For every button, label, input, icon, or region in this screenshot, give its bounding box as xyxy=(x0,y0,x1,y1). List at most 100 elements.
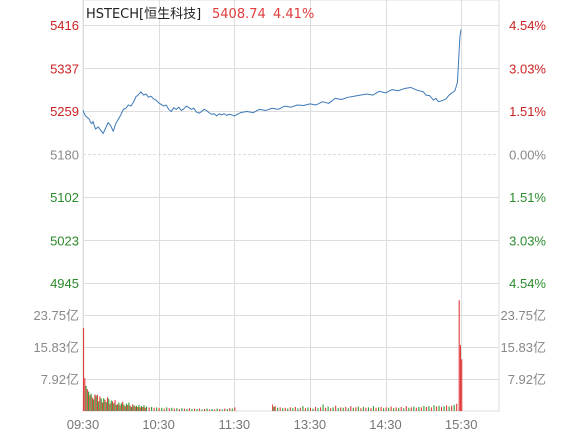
pct-tick-label: 1.51% xyxy=(509,190,546,205)
volume-bar xyxy=(216,408,218,411)
volume-bar xyxy=(461,359,463,411)
volume-bar xyxy=(163,408,165,411)
volume-bar xyxy=(128,402,130,411)
volume-bar xyxy=(372,406,375,411)
right-axis-labels: 4.54% 3.03% 1.51% 0.00% 1.51% 3.03% 4.54% 23.75… xyxy=(500,18,546,387)
volume-bar xyxy=(156,407,158,411)
volume-bar xyxy=(146,406,148,411)
volume-bar xyxy=(229,408,231,411)
volume-bar xyxy=(110,400,112,411)
volume-bar xyxy=(340,407,342,411)
volume-bar xyxy=(142,406,144,411)
volume-bar xyxy=(122,401,124,411)
volume-bar xyxy=(322,404,324,411)
volume-bar xyxy=(314,406,317,411)
volume-bar xyxy=(113,403,115,411)
index-change: 4.41% xyxy=(273,7,314,22)
pct-tick-label: 4.54% xyxy=(509,18,546,33)
volume-bar xyxy=(209,409,211,411)
time-tick-label: 11:30 xyxy=(219,417,251,432)
volume-bar xyxy=(204,408,206,411)
volume-bar xyxy=(272,404,274,411)
volume-bar xyxy=(330,408,332,411)
volume-bar xyxy=(446,405,448,411)
volume-bar xyxy=(224,408,226,411)
volume-bar xyxy=(173,408,175,411)
volume-bar xyxy=(137,406,139,411)
volume-bar xyxy=(125,403,127,411)
volume-bar xyxy=(410,407,412,411)
volume-bar xyxy=(90,393,92,411)
volume-bars xyxy=(83,300,463,411)
left-axis-labels: 5416 5337 5259 5180 5102 5023 4945 23.75亿 15.83亿… xyxy=(33,18,79,387)
volume-bar xyxy=(380,406,382,411)
volume-bar xyxy=(153,407,155,411)
pct-tick-label: 0.00% xyxy=(509,147,546,162)
volume-bar xyxy=(335,405,337,411)
volume-bar xyxy=(84,378,86,411)
volume-bar xyxy=(428,406,430,411)
volume-bar xyxy=(312,408,314,411)
time-tick-label: 13:30 xyxy=(294,417,327,432)
volume-bar xyxy=(86,389,88,411)
volume-bar xyxy=(83,328,85,411)
volume-bar xyxy=(105,402,107,411)
volume-bar xyxy=(104,399,106,411)
volume-bar xyxy=(176,408,178,411)
volume-bar xyxy=(418,406,420,411)
volume-tick-label-right: 15.83亿 xyxy=(500,340,546,355)
volume-bar xyxy=(139,407,141,411)
volume-bar xyxy=(327,406,329,411)
volume-bar xyxy=(214,409,216,411)
price-line-group xyxy=(82,29,462,134)
volume-bar xyxy=(144,407,146,411)
volume-bar xyxy=(423,405,425,411)
volume-bar xyxy=(345,406,347,411)
volume-bar xyxy=(277,407,279,411)
volume-bar xyxy=(93,399,95,411)
pct-tick-label: 1.51% xyxy=(509,104,546,119)
grid-lines xyxy=(82,0,500,412)
price-tick-label: 5337 xyxy=(50,61,79,76)
volume-tick-label-right: 23.75亿 xyxy=(500,308,546,323)
volume-bar xyxy=(103,398,105,411)
volume-bar xyxy=(415,407,417,411)
volume-bar xyxy=(357,406,359,411)
volume-bar xyxy=(453,404,455,411)
chart-header: HSTECH[恒生科技] 5408.74 4.41% xyxy=(86,7,314,22)
volume-bar xyxy=(143,405,145,411)
volume-bar xyxy=(138,404,140,411)
volume-bar xyxy=(451,405,453,411)
volume-bar xyxy=(443,406,445,411)
volume-bar xyxy=(425,406,427,411)
volume-bar xyxy=(201,409,203,411)
volume-bar xyxy=(413,406,415,411)
volume-bar xyxy=(375,407,377,411)
volume-bar xyxy=(193,408,196,411)
volume-bar xyxy=(284,407,286,411)
volume-bar xyxy=(171,407,173,411)
volume-bar xyxy=(133,405,135,411)
time-tick-label: 10:30 xyxy=(142,417,175,432)
volume-bar xyxy=(398,407,400,411)
volume-bar xyxy=(134,406,136,411)
volume-bar xyxy=(219,408,221,411)
volume-bar xyxy=(304,408,306,411)
volume-bar xyxy=(297,408,299,411)
volume-bar xyxy=(178,408,180,411)
volume-bar xyxy=(124,406,126,411)
volume-bar xyxy=(400,406,402,411)
volume-bar xyxy=(433,405,435,411)
volume-bar xyxy=(198,408,201,411)
volume-bar xyxy=(448,406,450,411)
volume-bar xyxy=(408,407,410,411)
volume-bar xyxy=(118,402,120,411)
pct-tick-label: 3.03% xyxy=(509,233,546,248)
volume-bar xyxy=(132,404,134,411)
volume-bar xyxy=(302,406,304,411)
volume-bar xyxy=(161,407,163,411)
volume-bar xyxy=(289,407,291,411)
volume-bar xyxy=(100,398,102,411)
